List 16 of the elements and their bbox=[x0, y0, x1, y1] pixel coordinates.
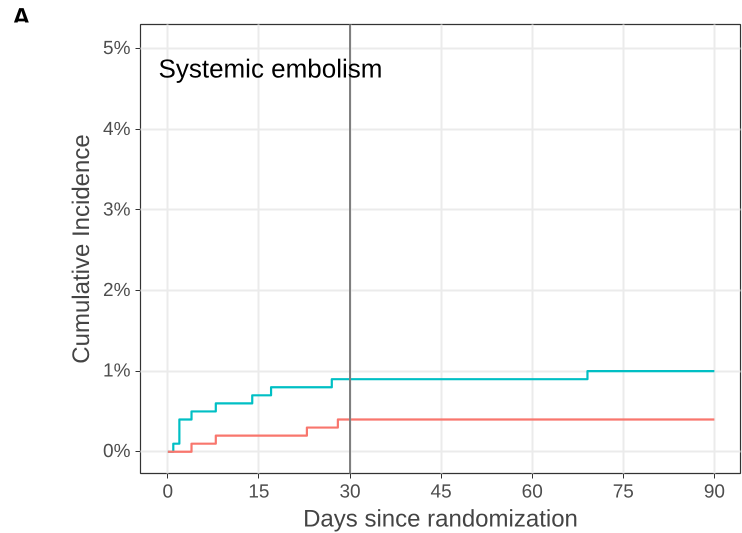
x-axis-title: Days since randomization bbox=[303, 506, 578, 532]
x-tick-label: 30 bbox=[339, 482, 361, 502]
x-tick-label: 0 bbox=[162, 482, 174, 502]
x-tick-label: 90 bbox=[704, 482, 725, 502]
text: Systemic embolism bbox=[158, 54, 382, 84]
y-axis-title: Cumulative Incidence bbox=[68, 134, 96, 364]
y-tick-label: 1% bbox=[103, 360, 131, 382]
x-tick-label: 60 bbox=[522, 482, 543, 502]
x-tick-label: 15 bbox=[248, 482, 270, 502]
x-tick-label: 45 bbox=[430, 482, 452, 502]
y-tick-label: 3% bbox=[103, 199, 131, 220]
y-tick-label: 0% bbox=[103, 441, 131, 462]
y-tick-label: 2% bbox=[103, 280, 131, 302]
y-tick-label: 5% bbox=[103, 38, 131, 60]
y-tick-label: 4% bbox=[103, 118, 131, 140]
x-tick-label: 75 bbox=[612, 482, 634, 502]
